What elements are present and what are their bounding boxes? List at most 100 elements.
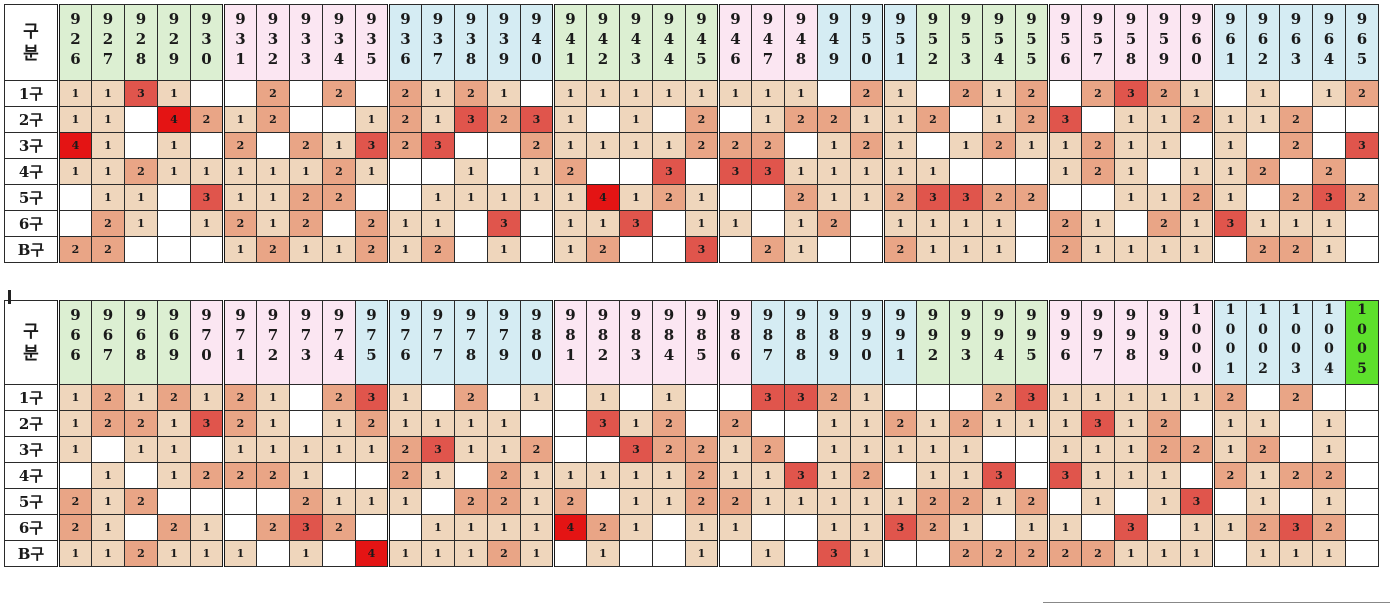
count-cell: 1 xyxy=(552,462,587,489)
count-cell xyxy=(586,488,620,515)
count-cell xyxy=(586,158,620,185)
count-cell: 1 xyxy=(982,80,1016,107)
count-cell: 1 xyxy=(850,184,884,211)
count-cell: 2 xyxy=(1246,236,1280,263)
count-cell: 1 xyxy=(124,184,158,211)
count-cell: 3 xyxy=(1180,488,1214,515)
corner-label-top: 구 xyxy=(23,321,39,342)
table-row: 6구 2 1 1 2 1 2 2 1 1 3 1 1 3 1 1 1 2 1 1 1 1 2 1 2 1 3 1 1 1 xyxy=(4,210,1379,237)
count-cell: 3 xyxy=(751,384,785,411)
count-cell: 1 xyxy=(1081,236,1115,263)
count-cell xyxy=(949,384,983,411)
count-cell: 1 xyxy=(1212,436,1247,463)
count-cell: 3 xyxy=(1114,514,1148,541)
count-cell: 1 xyxy=(1312,236,1346,263)
count-cell: 1 xyxy=(1312,436,1346,463)
count-cell: 1 xyxy=(685,210,719,237)
count-cell: 1 xyxy=(619,80,653,107)
count-cell xyxy=(1212,488,1247,515)
count-cell xyxy=(1047,488,1082,515)
row-label: 4구 xyxy=(4,158,59,185)
count-cell: 2 xyxy=(1180,106,1214,133)
count-cell: 2 xyxy=(552,488,587,515)
count-cell: 1 xyxy=(619,488,653,515)
count-cell: 1 xyxy=(1212,158,1247,185)
count-cell xyxy=(222,514,257,541)
count-cell: 3 xyxy=(454,106,488,133)
count-cell: 1 xyxy=(1147,462,1181,489)
count-cell: 1 xyxy=(1081,210,1115,237)
count-cell: 1 xyxy=(850,514,884,541)
count-cell xyxy=(916,540,950,567)
count-cell: 1 xyxy=(850,488,884,515)
count-cell: 1 xyxy=(322,410,356,437)
count-cell: 2 xyxy=(817,210,851,237)
count-cell: 2 xyxy=(57,236,92,263)
count-cell: 1 xyxy=(817,462,851,489)
count-cell: 1 xyxy=(817,158,851,185)
count-cell: 3 xyxy=(784,462,818,489)
count-cell: 1 xyxy=(91,184,125,211)
count-cell xyxy=(454,462,488,489)
count-cell: 1 xyxy=(1114,436,1148,463)
count-cell xyxy=(1114,210,1148,237)
count-cell xyxy=(552,384,587,411)
count-cell: 1 xyxy=(157,462,191,489)
count-cell xyxy=(322,462,356,489)
count-cell xyxy=(1015,462,1049,489)
count-cell: 3 xyxy=(1345,132,1379,159)
count-cell xyxy=(1246,184,1280,211)
count-cell xyxy=(685,158,719,185)
count-cell: 3 xyxy=(487,210,521,237)
count-cell: 1 xyxy=(652,488,686,515)
table-row: B구 2 2 1 2 1 1 2 1 2 1 1 2 3 2 1 2 1 1 1 2 1 1 1 1 2 2 1 xyxy=(4,236,1379,263)
count-cell: 1 xyxy=(916,210,950,237)
count-cell: 1 xyxy=(817,514,851,541)
count-cell: 1 xyxy=(882,106,917,133)
count-cell: 2 xyxy=(1015,184,1049,211)
count-cell xyxy=(190,488,224,515)
count-cell: 2 xyxy=(1312,462,1346,489)
count-cell xyxy=(717,384,752,411)
count-cell: 1 xyxy=(222,540,257,567)
count-cell: 2 xyxy=(1081,158,1115,185)
count-cell xyxy=(1279,436,1313,463)
table-row: 2구 1 2 2 1 3 2 1 1 2 1 1 1 1 3 1 2 2 1 1 2 1 2 1 1 1 3 1 2 1 1 1 xyxy=(4,410,1379,437)
count-cell xyxy=(949,106,983,133)
count-cell: 1 xyxy=(850,436,884,463)
count-cell: 1 xyxy=(685,184,719,211)
count-cell: 2 xyxy=(322,384,356,411)
count-cell: 2 xyxy=(916,106,950,133)
count-cell: 2 xyxy=(222,384,257,411)
count-cell: 2 xyxy=(91,384,125,411)
count-cell xyxy=(817,236,851,263)
count-cell xyxy=(222,80,257,107)
count-cell xyxy=(1345,236,1379,263)
count-cell: 1 xyxy=(91,158,125,185)
count-cell: 1 xyxy=(487,410,521,437)
count-cell xyxy=(552,410,587,437)
count-cell xyxy=(751,184,785,211)
count-cell: 1 xyxy=(916,436,950,463)
count-cell: 3 xyxy=(421,436,455,463)
count-cell: 2 xyxy=(289,488,323,515)
count-cell xyxy=(454,132,488,159)
count-cell xyxy=(652,236,686,263)
count-cell: 2 xyxy=(1246,436,1280,463)
count-cell: 1 xyxy=(256,384,290,411)
